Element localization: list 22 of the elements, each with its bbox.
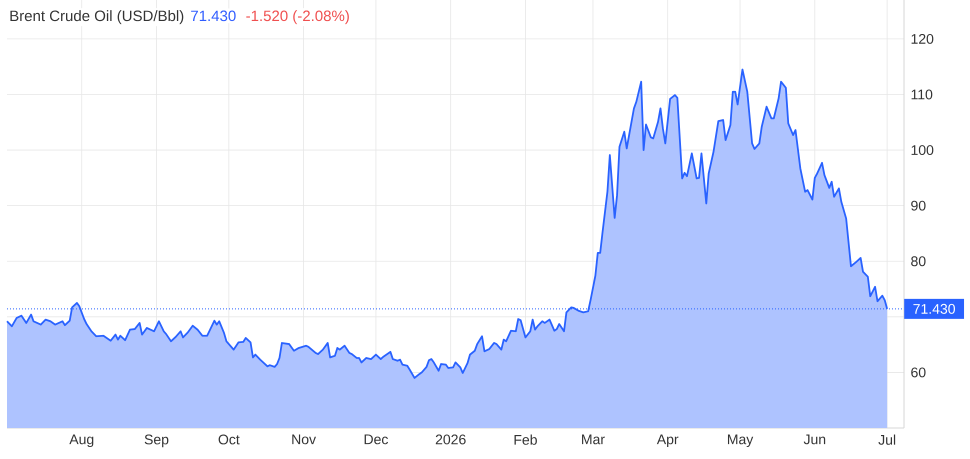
x-tick-label: May: [728, 434, 754, 448]
x-tick-label: Jul: [878, 434, 896, 445]
annotation: -1.520 (-2.08%): [246, 10, 349, 24]
x-tick-label: Jun: [804, 434, 826, 444]
x-tick-label: Apr: [656, 434, 678, 448]
annotation: 71.430: [191, 10, 236, 22]
x-tick-label: Sep: [144, 434, 168, 448]
x-tick-label: Dec: [364, 434, 388, 444]
y-tick-label: 80: [911, 256, 926, 266]
x-tick-label: 2026: [436, 434, 466, 444]
y-tick-label: 120: [912, 34, 934, 44]
x-tick-label: Aug: [69, 434, 94, 448]
y-tick-label: 60: [911, 367, 926, 378]
text: Brent Crude Oil (USD/Bbl): [10, 10, 184, 24]
x-tick-label: Feb: [514, 434, 537, 445]
y-tick-label: 110: [912, 90, 932, 100]
ref-line-label: 71.430: [913, 304, 955, 314]
x-tick-label: Oct: [218, 434, 240, 444]
y-tick-label: 90: [911, 200, 926, 211]
x-tick-label: Nov: [292, 434, 316, 444]
x-tick-label: Mar: [582, 434, 605, 444]
y-tick-label: 100: [912, 145, 934, 156]
